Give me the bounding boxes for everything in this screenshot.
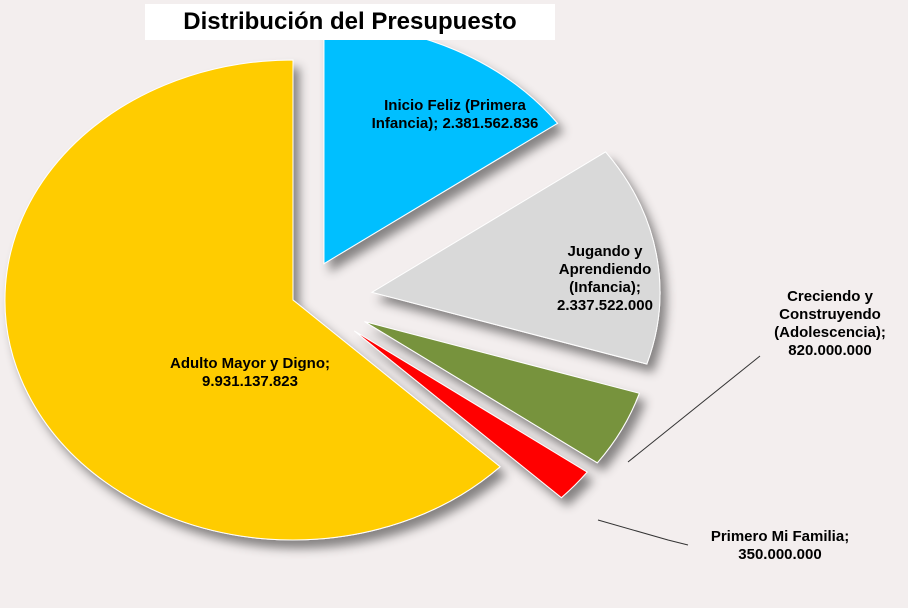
value-label: 2.337.522.000 — [557, 297, 653, 314]
data-label: Primero Mi Familia; 350.000.000 — [685, 528, 875, 564]
label-separator: ; — [844, 528, 850, 545]
category-label: Inicio Feliz (Primera Infancia) — [371, 97, 526, 132]
leader-line — [597, 519, 689, 546]
category-label: Adulto Mayor y Digno — [170, 355, 325, 372]
data-label: Creciendo y Construyendo (Adolescencia);… — [748, 288, 908, 360]
label-separator: ; — [325, 355, 330, 372]
value-label: 350.000.000 — [738, 546, 822, 563]
pie-slice — [353, 330, 588, 499]
category-label: Creciendo y Construyendo (Adolescencia) — [774, 288, 881, 341]
pie-slice — [370, 151, 661, 365]
value-label: 2.381.562.836 — [442, 115, 539, 132]
pie-slice — [364, 321, 640, 464]
value-label: 820.000.000 — [788, 342, 872, 359]
data-label: Jugando y Aprendiendo (Infancia); 2.337.… — [540, 243, 670, 315]
data-label: Adulto Mayor y Digno; 9.931.137.823 — [120, 355, 380, 391]
label-separator: ; — [880, 324, 886, 341]
data-label: Inicio Feliz (Primera Infancia); 2.381.5… — [355, 97, 555, 133]
category-label: Primero Mi Familia — [710, 528, 845, 545]
pie-slice — [4, 59, 501, 541]
label-separator: ; — [635, 279, 641, 296]
leader-line — [627, 355, 761, 463]
value-label: 9.931.137.823 — [202, 373, 298, 390]
category-label: Jugando y Aprendiendo (Infancia) — [558, 243, 652, 296]
chart-title: Distribución del Presupuesto — [145, 4, 555, 40]
label-separator: ; — [433, 115, 439, 132]
